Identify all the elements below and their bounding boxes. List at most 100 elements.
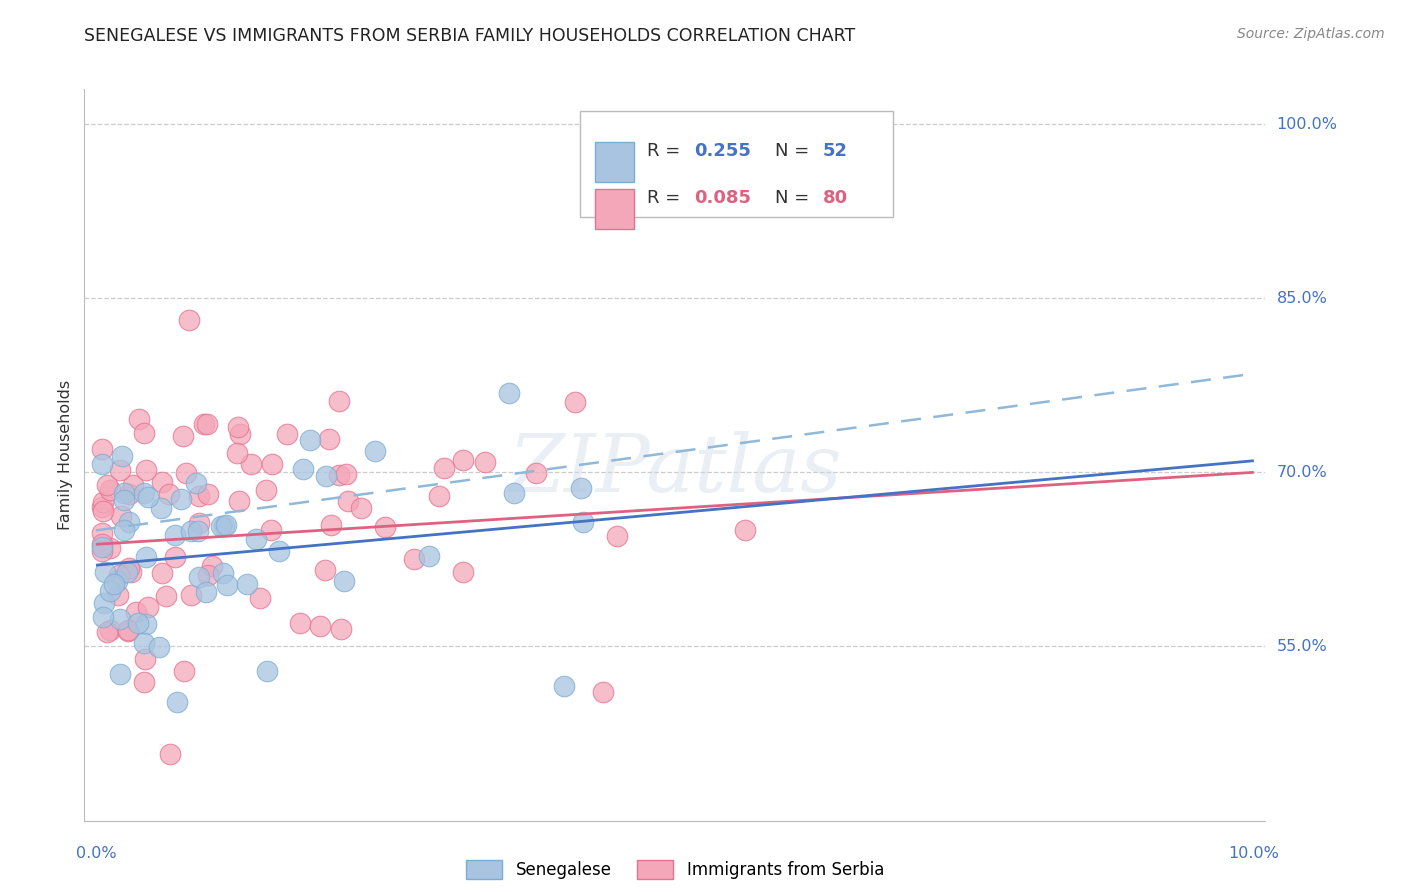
Point xyxy=(209,518,232,533)
Point xyxy=(174,466,197,480)
Point xyxy=(148,640,170,655)
Point xyxy=(135,549,157,564)
Point xyxy=(118,487,141,501)
Text: 10.0%: 10.0% xyxy=(1229,846,1279,861)
Text: SENEGALESE VS IMMIGRANTS FROM SERBIA FAMILY HOUSEHOLDS CORRELATION CHART: SENEGALESE VS IMMIGRANTS FROM SERBIA FAM… xyxy=(84,27,856,45)
Point xyxy=(132,636,155,650)
Point xyxy=(91,503,114,517)
Point xyxy=(150,475,173,489)
Point xyxy=(225,445,247,459)
Point xyxy=(93,596,115,610)
Point xyxy=(132,674,155,689)
Point xyxy=(217,578,239,592)
Point xyxy=(125,605,148,619)
Point xyxy=(215,517,238,532)
Point xyxy=(229,427,252,442)
Point xyxy=(157,487,180,501)
Point xyxy=(169,492,191,507)
Point xyxy=(228,493,250,508)
Text: 0.255: 0.255 xyxy=(693,143,751,161)
Text: 55.0%: 55.0% xyxy=(1277,639,1327,654)
Point xyxy=(239,457,262,471)
Point xyxy=(553,679,575,693)
Point xyxy=(111,450,134,464)
Legend: Senegalese, Immigrants from Serbia: Senegalese, Immigrants from Serbia xyxy=(458,853,891,886)
Point xyxy=(606,529,628,543)
Point xyxy=(173,665,195,679)
Point xyxy=(315,468,337,483)
Point xyxy=(188,570,211,584)
Point xyxy=(128,412,150,426)
Point xyxy=(298,433,321,447)
Point xyxy=(569,481,592,495)
Point xyxy=(91,609,114,624)
Point xyxy=(333,574,356,588)
Point xyxy=(90,544,112,558)
Point xyxy=(108,567,131,582)
Point xyxy=(112,523,135,537)
Point xyxy=(318,432,340,446)
Point xyxy=(108,612,131,626)
Point xyxy=(163,528,186,542)
Point xyxy=(474,455,496,469)
Point xyxy=(262,457,284,471)
Point xyxy=(503,485,526,500)
Point xyxy=(328,393,350,408)
Point xyxy=(127,615,149,630)
Point xyxy=(188,489,211,503)
Point xyxy=(112,492,135,507)
Point xyxy=(197,567,219,582)
Point xyxy=(98,483,121,497)
Point xyxy=(90,537,112,551)
Point xyxy=(249,591,271,606)
Text: ZIPatlas: ZIPatlas xyxy=(508,431,842,508)
Point xyxy=(135,462,157,476)
Point xyxy=(115,565,138,579)
Point xyxy=(524,467,547,481)
FancyBboxPatch shape xyxy=(581,112,893,218)
Point xyxy=(90,500,112,514)
Point xyxy=(309,619,332,633)
Point xyxy=(108,463,131,477)
Text: 100.0%: 100.0% xyxy=(1277,117,1337,131)
Point xyxy=(155,589,177,603)
Text: 52: 52 xyxy=(823,143,848,161)
Point xyxy=(314,563,336,577)
Point xyxy=(135,616,157,631)
Point xyxy=(337,494,360,508)
Point xyxy=(117,624,139,638)
Point xyxy=(150,500,173,515)
Point xyxy=(177,313,200,327)
Text: 0.0%: 0.0% xyxy=(76,846,117,861)
Text: N =: N = xyxy=(775,189,815,207)
FancyBboxPatch shape xyxy=(595,188,634,229)
Point xyxy=(110,509,132,524)
Point xyxy=(90,540,112,554)
Point xyxy=(122,478,145,492)
Point xyxy=(193,417,215,431)
Point xyxy=(571,515,593,529)
Point xyxy=(134,651,156,665)
Text: Source: ZipAtlas.com: Source: ZipAtlas.com xyxy=(1237,27,1385,41)
Point xyxy=(267,543,290,558)
Point xyxy=(118,560,141,574)
Point xyxy=(96,624,118,639)
Point xyxy=(132,486,155,500)
Point xyxy=(166,695,188,709)
Point xyxy=(292,462,315,476)
Point xyxy=(103,577,125,591)
Point xyxy=(254,483,277,498)
Point xyxy=(163,549,186,564)
Point xyxy=(96,478,118,492)
Point xyxy=(433,461,456,475)
Point xyxy=(201,558,224,573)
Point xyxy=(172,429,194,443)
Point xyxy=(226,420,249,434)
Point xyxy=(427,489,450,503)
Text: 85.0%: 85.0% xyxy=(1277,291,1327,306)
Point xyxy=(256,664,278,678)
Point xyxy=(136,490,159,504)
Text: 0.085: 0.085 xyxy=(693,189,751,207)
Point xyxy=(120,565,142,579)
Point xyxy=(402,552,425,566)
